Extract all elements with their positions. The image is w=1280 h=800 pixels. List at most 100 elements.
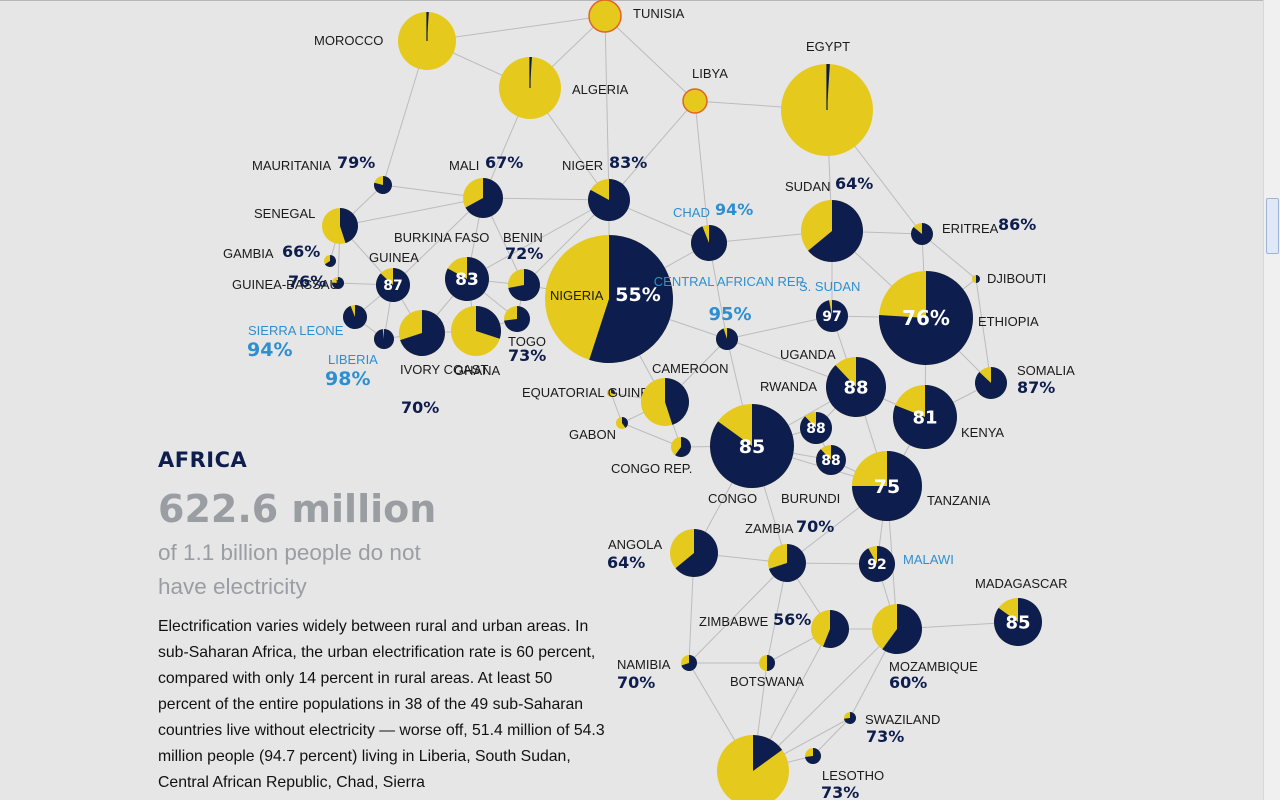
label-s-sudan: S. SUDAN	[799, 279, 860, 294]
label-sierra-leone: SIERRA LEONE	[248, 323, 344, 338]
country-gabon[interactable]: GABON	[569, 417, 628, 442]
country-uganda[interactable]: 88 UGANDA	[780, 347, 887, 418]
country-equatorial-guinea[interactable]: EQUATORIAL GUINEA	[522, 385, 658, 400]
country-central-african-rep[interactable]: CENTRAL AFRICAN REP. 95%	[654, 274, 806, 351]
link-gabon-congo-rep	[621, 422, 682, 448]
link-s-sudan-central-african-rep	[726, 315, 833, 340]
label-zimbabwe: ZIMBABWE	[699, 614, 769, 629]
country-s-sudan[interactable]: 97 S. SUDAN	[799, 279, 860, 332]
pie-slice-ivory-coast	[400, 309, 446, 357]
percent-guinea-bassau: 76%	[288, 272, 326, 291]
country-kenya[interactable]: 81 KENYA	[892, 385, 1004, 450]
label-kenya: KENYA	[961, 425, 1004, 440]
country-tunisia[interactable]: TUNISIA	[588, 0, 685, 33]
country-ivory-coast[interactable]: IVORY COAST 70%	[399, 309, 488, 417]
country-botswana[interactable]: BOTSWANA	[730, 655, 804, 689]
link-mali-senegal	[339, 197, 484, 227]
inside-value-uganda: 88	[843, 377, 868, 398]
vertical-scrollbar[interactable]	[1263, 0, 1280, 800]
country-nigeria[interactable]: 55% NIGERIA	[545, 235, 673, 363]
country-chad[interactable]: CHAD 94%	[673, 200, 753, 261]
country-ghana[interactable]: GHANA	[451, 306, 501, 378]
label-uganda: UGANDA	[780, 347, 836, 362]
percent-sudan: 64%	[835, 174, 873, 193]
label-madagascar: MADAGASCAR	[975, 576, 1067, 591]
inside-value-ethiopia: 76%	[902, 306, 950, 330]
country-ethiopia[interactable]: 76% ETHIOPIA	[879, 271, 1039, 365]
country-mali[interactable]: MALI 67%	[449, 153, 523, 218]
label-ghana: GHANA	[454, 363, 501, 378]
country-malawi[interactable]: 92 MALAWI	[859, 546, 954, 582]
label-central-african-rep: CENTRAL AFRICAN REP.	[654, 274, 806, 289]
percent-mozambique: 60%	[889, 673, 927, 692]
country-senegal[interactable]: SENEGAL	[254, 206, 358, 244]
country-eritrea[interactable]: ERITREA 86%	[910, 215, 1036, 246]
country-burkina-faso[interactable]: 83 BURKINA FASO	[394, 230, 489, 301]
country-south-africa[interactable]	[717, 735, 789, 800]
country-gambia[interactable]: GAMBIA 66%	[223, 242, 336, 267]
pie-slice-south-africa	[753, 735, 783, 771]
label-guinea: GUINEA	[369, 250, 419, 265]
country-rwanda[interactable]: 88 RWANDA	[760, 379, 833, 445]
body-paragraph: Electrification varies widely between ru…	[158, 617, 605, 791]
country-zimbabwe[interactable]: ZIMBABWE 56%	[699, 610, 849, 648]
country-djibouti[interactable]: DJIBOUTI	[972, 271, 1046, 286]
percent-central-african-rep: 95%	[708, 304, 751, 325]
pie-slice-botswana	[767, 655, 775, 671]
country-mauritania[interactable]: MAURITANIA 79%	[252, 153, 393, 194]
pie-slice-togo	[504, 306, 531, 332]
pie-slice-sierra-leone	[343, 305, 368, 329]
label-tunisia: TUNISIA	[633, 6, 685, 21]
pie-slice-somalia	[974, 367, 1007, 399]
country-sudan[interactable]: SUDAN 64%	[785, 174, 873, 262]
country-madagascar[interactable]: 85 MADAGASCAR	[975, 576, 1067, 646]
country-libya[interactable]: LIBYA	[682, 66, 728, 114]
percent-sierra-leone: 94%	[247, 339, 292, 361]
label-zambia: ZAMBIA	[745, 521, 794, 536]
pie-slice-egypt	[827, 64, 830, 110]
country-niger[interactable]: NIGER 83%	[562, 153, 647, 221]
label-malawi: MALAWI	[903, 552, 954, 567]
scrollbar-thumb[interactable]	[1266, 198, 1279, 254]
region-summary-panel: AFRICA 622.6 million of 1.1 billion peop…	[158, 448, 608, 796]
country-congo[interactable]: 85 CONGO	[708, 404, 794, 506]
label-mozambique: MOZAMBIQUE	[889, 659, 978, 674]
country-zambia[interactable]: ZAMBIA 70%	[745, 517, 834, 582]
label-nigeria: NIGERIA	[550, 288, 604, 303]
country-congo-rep[interactable]: CONGO REP.	[611, 437, 692, 476]
inside-value-guinea: 87	[383, 278, 402, 294]
pie-slice-zambia	[768, 544, 806, 582]
inside-value-madagascar: 85	[1005, 612, 1030, 633]
label-angola: ANGOLA	[608, 537, 663, 552]
label-gambia: GAMBIA	[223, 246, 274, 261]
label-ivory-coast: IVORY COAST	[400, 362, 488, 377]
label-namibia: NAMIBIA	[617, 657, 671, 672]
country-tanzania[interactable]: 75 TANZANIA	[852, 451, 991, 521]
pie-tunisia	[588, 0, 622, 33]
country-guinea[interactable]: 87 GUINEA	[369, 250, 419, 303]
country-morocco[interactable]: MOROCCO	[314, 12, 456, 70]
label-egypt: EGYPT	[806, 39, 850, 54]
percent-benin: 72%	[505, 244, 543, 263]
label-tanzania: TANZANIA	[927, 493, 991, 508]
link-djibouti-somalia	[975, 278, 992, 384]
label-cameroon: CAMEROON	[652, 361, 729, 376]
pie-slice-central-african-rep	[716, 328, 738, 351]
window-top-border	[0, 0, 1264, 1]
country-burundi[interactable]: 88 BURUNDI	[781, 445, 847, 506]
country-egypt[interactable]: EGYPT	[781, 39, 873, 156]
country-cameroon[interactable]: CAMEROON	[641, 361, 729, 426]
country-algeria[interactable]: ALGERIA	[499, 57, 629, 119]
